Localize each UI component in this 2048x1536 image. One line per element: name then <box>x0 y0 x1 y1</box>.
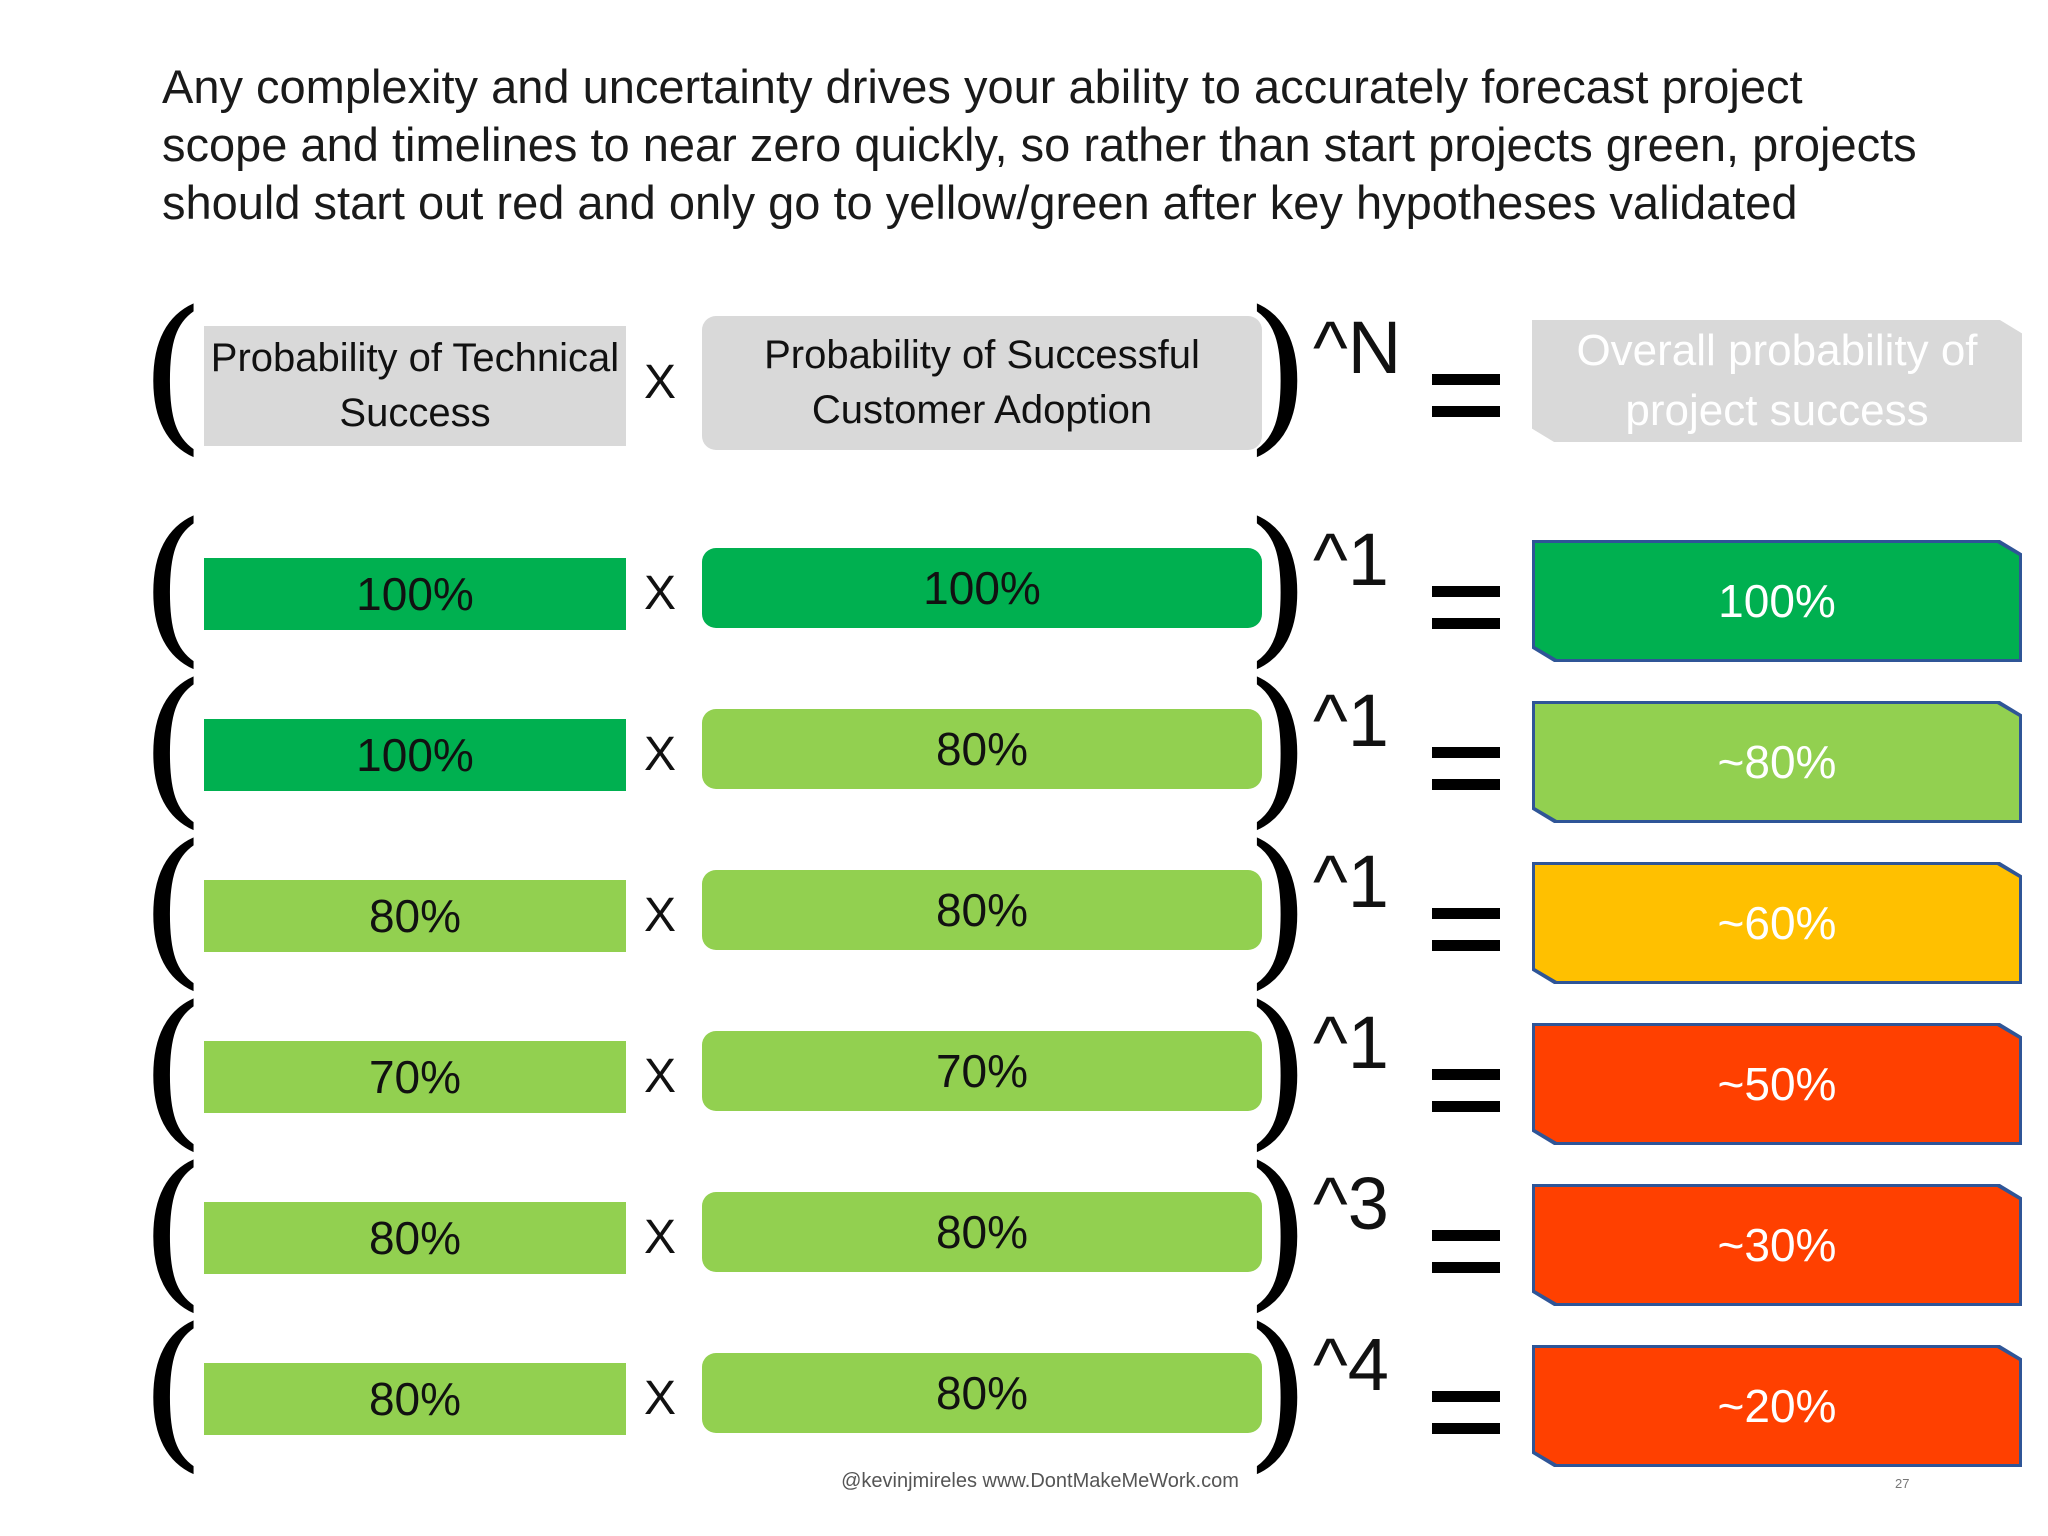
overall-probability-value: ~50% <box>1535 1026 2019 1142</box>
exponent: ^1 <box>1313 518 1389 601</box>
open-paren: ( <box>140 275 206 471</box>
customer-adoption-value: 80% <box>702 1353 1262 1433</box>
overall-probability-result: ~30% <box>1532 1184 2022 1306</box>
slide-title: Any complexity and uncertainty drives yo… <box>162 58 2002 232</box>
equals-sign <box>1432 368 1500 422</box>
overall-probability-value: 100% <box>1535 543 2019 659</box>
technical-success-value: 100% <box>204 719 626 791</box>
title-line: scope and timelines to near zero quickly… <box>162 118 1917 171</box>
equals-sign <box>1432 1063 1500 1117</box>
close-paren: ) <box>1245 809 1311 1005</box>
multiply-sign: X <box>643 728 676 781</box>
technical-success-value: 80% <box>204 880 626 952</box>
exponent: ^N <box>1313 306 1402 389</box>
page-number: 27 <box>1895 1476 1910 1491</box>
equals-sign <box>1432 1385 1500 1439</box>
exponent: ^3 <box>1313 1162 1389 1245</box>
open-paren: ( <box>140 1292 206 1488</box>
customer-adoption-header: Probability of Successful Customer Adopt… <box>702 316 1262 450</box>
close-paren: ) <box>1245 1131 1311 1327</box>
close-paren: ) <box>1245 970 1311 1166</box>
customer-adoption-value: 100% <box>702 548 1262 628</box>
scenario-row: ( 100% X 100% ) ^1 100% <box>0 487 2048 683</box>
multiply-sign: X <box>643 567 676 620</box>
scenario-row: ( 80% X 80% ) ^4 ~20% <box>0 1292 2048 1488</box>
multiply-sign: X <box>643 1050 676 1103</box>
equals-sign <box>1432 902 1500 956</box>
technical-success-header: Probability of Technical Success <box>204 326 626 446</box>
scenario-row: ( 100% X 80% ) ^1 ~80% <box>0 648 2048 844</box>
open-paren: ( <box>140 648 206 844</box>
customer-adoption-value: 80% <box>702 1192 1262 1272</box>
overall-probability-value: ~30% <box>1535 1187 2019 1303</box>
exponent: ^1 <box>1313 840 1389 923</box>
exponent: ^1 <box>1313 679 1389 762</box>
equals-sign <box>1432 741 1500 795</box>
scenario-row: ( 80% X 80% ) ^1 ~60% <box>0 809 2048 1005</box>
scenario-row: ( 80% X 80% ) ^3 ~30% <box>0 1131 2048 1327</box>
formula-header-row: ( Probability of Technical Success X Pro… <box>0 275 2048 471</box>
overall-probability-value: ~20% <box>1535 1348 2019 1464</box>
multiply-sign: X <box>643 1211 676 1264</box>
overall-probability-header: Overall probability of project success <box>1532 320 2022 442</box>
technical-success-value: 70% <box>204 1041 626 1113</box>
title-line: should start out red and only go to yell… <box>162 176 1798 229</box>
equals-sign <box>1432 580 1500 634</box>
open-paren: ( <box>140 809 206 1005</box>
technical-success-value: 80% <box>204 1363 626 1435</box>
overall-probability-result: 100% <box>1532 540 2022 662</box>
close-paren: ) <box>1245 1292 1311 1488</box>
equals-sign <box>1432 1224 1500 1278</box>
technical-success-value: 80% <box>204 1202 626 1274</box>
customer-adoption-value: 70% <box>702 1031 1262 1111</box>
multiply-sign: X <box>643 356 676 409</box>
overall-probability-result: ~20% <box>1532 1345 2022 1467</box>
open-paren: ( <box>140 487 206 683</box>
overall-probability-result: ~60% <box>1532 862 2022 984</box>
close-paren: ) <box>1245 487 1311 683</box>
multiply-sign: X <box>643 1372 676 1425</box>
scenario-row: ( 70% X 70% ) ^1 ~50% <box>0 970 2048 1166</box>
overall-probability-value: ~80% <box>1535 704 2019 820</box>
overall-probability-value: ~60% <box>1535 865 2019 981</box>
close-paren: ) <box>1245 275 1311 471</box>
title-line: Any complexity and uncertainty drives yo… <box>162 60 1803 113</box>
exponent: ^4 <box>1313 1323 1389 1406</box>
customer-adoption-value: 80% <box>702 870 1262 950</box>
customer-adoption-value: 80% <box>702 709 1262 789</box>
exponent: ^1 <box>1313 1001 1389 1084</box>
multiply-sign: X <box>643 889 676 942</box>
footer-credit: @kevinjmireles www.DontMakeMeWork.com <box>841 1470 1239 1492</box>
open-paren: ( <box>140 970 206 1166</box>
overall-probability-result: ~80% <box>1532 701 2022 823</box>
overall-probability-label: Overall probability of project success <box>1535 323 2019 439</box>
overall-probability-result: ~50% <box>1532 1023 2022 1145</box>
open-paren: ( <box>140 1131 206 1327</box>
technical-success-value: 100% <box>204 558 626 630</box>
close-paren: ) <box>1245 648 1311 844</box>
